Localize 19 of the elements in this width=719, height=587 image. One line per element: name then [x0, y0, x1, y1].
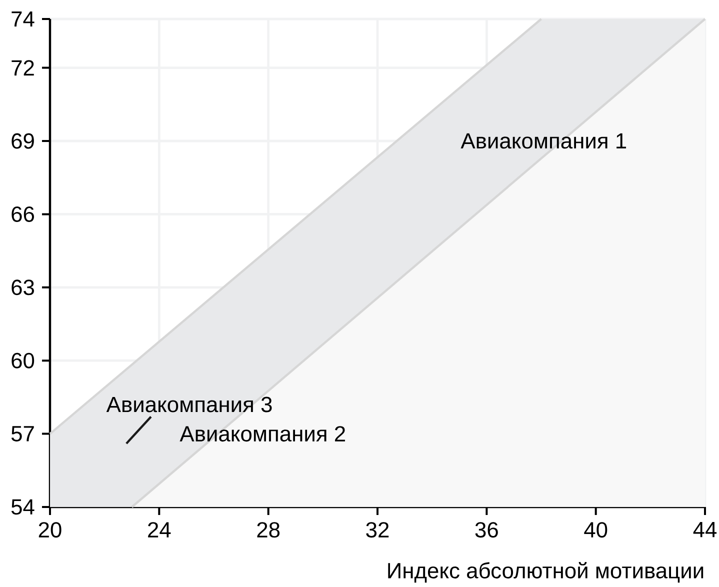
annotation: Авиакомпания 2: [180, 426, 345, 442]
annotation: Авиакомпания 1: [460, 133, 626, 149]
x-tick-label: 28: [257, 522, 280, 538]
y-tick-label: 57: [11, 426, 34, 442]
x-tick-label: 24: [148, 522, 171, 538]
x-tick-label: 32: [366, 522, 389, 538]
annotation: Авиакомпания 3: [106, 396, 272, 412]
x-tick-label: 20: [38, 522, 62, 538]
y-tick-label: 60: [12, 352, 34, 368]
y-tick-label: 69: [12, 133, 34, 149]
x-tick-label: 40: [584, 522, 608, 538]
y-tick-label: 63: [12, 280, 34, 296]
y-tick-label: 72: [12, 60, 34, 76]
x-axis-title: Индекс абсолютной мотивации: [388, 562, 704, 583]
y-tick-label: 74: [12, 11, 34, 27]
x-tick-label: 36: [475, 522, 498, 538]
y-tick-label: 54: [11, 499, 34, 515]
y-tick-label: 66: [12, 206, 34, 222]
x-tick-label: 44: [693, 522, 717, 538]
